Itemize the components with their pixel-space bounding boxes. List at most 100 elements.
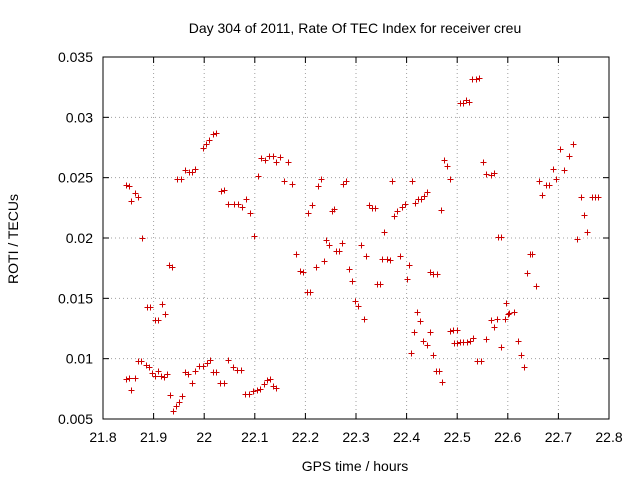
- data-point: [409, 178, 416, 185]
- data-point: [406, 262, 413, 269]
- data-point: [293, 251, 300, 258]
- data-point: [179, 393, 186, 400]
- data-point: [267, 376, 274, 383]
- x-axis-label: GPS time / hours: [302, 458, 409, 474]
- x-tick-label: 21.9: [140, 429, 167, 445]
- data-point: [515, 338, 522, 345]
- data-point: [262, 157, 269, 164]
- data-point: [397, 253, 404, 260]
- data-point: [550, 166, 557, 173]
- data-point: [200, 363, 207, 370]
- data-point: [270, 153, 277, 160]
- data-point: [349, 278, 356, 285]
- x-tick-label: 22.1: [241, 429, 268, 445]
- chart-title: Day 304 of 2011, Rate Of TEC Index for r…: [189, 20, 522, 36]
- data-point: [307, 289, 314, 296]
- data-point: [439, 379, 446, 386]
- data-point: [155, 368, 162, 375]
- data-point: [521, 364, 528, 371]
- data-point: [146, 364, 153, 371]
- data-point: [176, 399, 183, 406]
- data-point: [315, 183, 322, 190]
- y-tick-label: 0.02: [66, 230, 93, 246]
- data-point: [441, 157, 448, 164]
- data-point: [518, 352, 525, 359]
- x-tick-labels: 21.8 21.9 22 22.1 22.2 22.3 22.4 22.5 22.6 22.7 22…: [89, 429, 622, 445]
- data-point: [138, 358, 145, 365]
- data-point: [524, 270, 531, 277]
- data-point: [557, 146, 564, 153]
- data-point: [387, 257, 394, 264]
- data-point: [421, 193, 428, 200]
- data-point: [128, 387, 135, 394]
- x-tick-label: 21.8: [89, 429, 116, 445]
- data-point: [313, 264, 320, 271]
- data-point: [273, 385, 280, 392]
- data-point: [402, 201, 409, 208]
- data-point: [318, 176, 325, 183]
- data-point: [149, 370, 156, 377]
- data-point: [126, 375, 133, 382]
- data-point: [412, 200, 419, 207]
- y-tick-label: 0.005: [58, 411, 93, 427]
- data-point: [389, 178, 396, 185]
- data-point: [411, 329, 418, 336]
- data-points: [123, 75, 602, 415]
- data-point: [155, 317, 162, 324]
- data-point: [258, 155, 265, 162]
- data-point: [247, 210, 254, 217]
- data-point: [203, 141, 210, 148]
- data-point: [467, 338, 474, 345]
- data-point: [300, 269, 307, 276]
- data-point: [447, 176, 454, 183]
- data-point: [235, 201, 242, 208]
- data-point: [225, 357, 232, 364]
- data-point: [454, 327, 461, 334]
- data-point: [536, 178, 543, 185]
- data-point: [255, 173, 262, 180]
- data-point: [483, 336, 490, 343]
- data-point: [377, 281, 384, 288]
- data-point: [404, 276, 411, 283]
- data-point: [135, 194, 142, 201]
- x-tick-label: 22.5: [444, 429, 471, 445]
- x-tick-label: 22.7: [545, 429, 572, 445]
- data-point: [336, 248, 343, 255]
- data-point: [159, 301, 166, 308]
- data-point: [343, 178, 350, 185]
- data-point: [424, 189, 431, 196]
- data-point: [488, 317, 495, 324]
- y-tick-labels: 0.005 0.01 0.015 0.02 0.025 0.03 0.035: [58, 49, 93, 427]
- data-point: [297, 268, 304, 275]
- data-point: [178, 176, 185, 183]
- y-tick-label: 0.03: [66, 109, 93, 125]
- data-point: [358, 242, 365, 249]
- data-point: [478, 358, 485, 365]
- x-tick-label: 22.3: [342, 429, 369, 445]
- data-point: [503, 300, 510, 307]
- data-point: [539, 192, 546, 199]
- data-point: [251, 233, 258, 240]
- data-point: [277, 154, 284, 161]
- x-tick-label: 22.8: [595, 429, 622, 445]
- data-point: [502, 316, 509, 323]
- data-point: [399, 204, 406, 211]
- data-point: [434, 271, 441, 278]
- data-point: [210, 131, 217, 138]
- data-point: [204, 360, 211, 367]
- data-point: [529, 251, 536, 258]
- data-point: [494, 316, 501, 323]
- data-point: [289, 181, 296, 188]
- data-point: [257, 386, 264, 393]
- data-point: [417, 318, 424, 325]
- data-point: [427, 329, 434, 336]
- x-tick-label: 22.4: [393, 429, 420, 445]
- data-point: [213, 130, 220, 137]
- data-point: [230, 364, 237, 371]
- x-tick-label: 22.2: [292, 429, 319, 445]
- data-point: [221, 380, 228, 387]
- data-point: [420, 338, 427, 345]
- data-point: [480, 159, 487, 166]
- y-tick-label: 0.015: [58, 290, 93, 306]
